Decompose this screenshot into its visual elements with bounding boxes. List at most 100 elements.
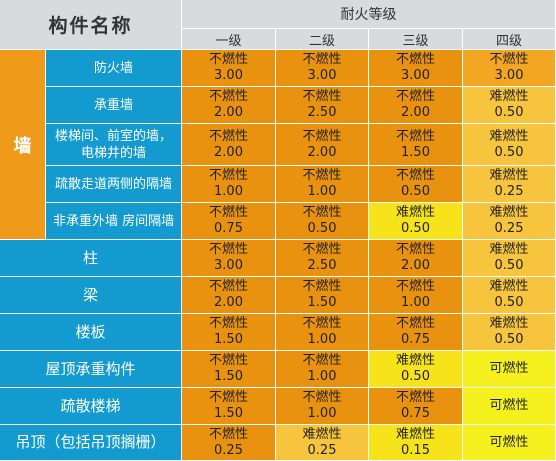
header-grade-4: 四级 — [463, 29, 556, 50]
material-label: 难燃性 — [489, 89, 529, 104]
material-label: 不燃性 — [209, 353, 249, 368]
duration-value: 0.25 — [307, 442, 337, 458]
row-label: 疏散楼梯 — [0, 388, 183, 425]
row-label: 承重墙 — [46, 87, 183, 124]
material-label: 不燃性 — [209, 89, 249, 104]
duration-value: 1.50 — [214, 332, 243, 347]
rating-cell: 难燃性 0.25 — [276, 425, 370, 461]
group-label-wall: 墙 — [0, 50, 46, 240]
material-label: 不燃性 — [396, 390, 436, 405]
material-label: 不燃性 — [489, 52, 529, 67]
duration-value: 1.00 — [307, 369, 337, 384]
material-label: 不燃性 — [209, 205, 249, 220]
duration-value: 0.25 — [214, 442, 243, 458]
duration-value: 2.00 — [214, 295, 243, 310]
material-label: 难燃性 — [489, 205, 529, 220]
header-grade-3: 三级 — [369, 29, 464, 50]
duration-value: 0.50 — [401, 184, 430, 199]
rating-cell: 难燃性 0.50 — [463, 240, 556, 277]
duration-value: 0.25 — [494, 184, 524, 199]
rating-cell: 可燃性 — [463, 351, 556, 388]
material-label: 难燃性 — [396, 353, 436, 368]
duration-value: 0.50 — [401, 221, 430, 236]
duration-value: 2.00 — [401, 105, 430, 120]
row-label: 梁 — [0, 277, 183, 314]
row-label: 非承重外墙 房间隔墙 — [46, 203, 183, 240]
rating-cell: 不燃性 2.00 — [369, 240, 464, 277]
material-label: 不燃性 — [396, 279, 436, 294]
rating-cell: 不燃性 2.50 — [276, 240, 370, 277]
rating-cell: 难燃性 0.50 — [463, 314, 556, 351]
material-label: 不燃性 — [302, 353, 342, 368]
duration-value: 0.25 — [494, 221, 524, 236]
material-label: 不燃性 — [302, 52, 342, 67]
duration-value: 3.00 — [214, 258, 243, 273]
row-label: 楼梯间、前室的墙，电梯井的墙 — [46, 124, 183, 166]
rating-cell: 不燃性 2.50 — [276, 87, 370, 124]
material-label: 可燃性 — [489, 398, 529, 413]
rating-cell: 不燃性 1.00 — [276, 314, 370, 351]
rating-cell: 不燃性 1.00 — [369, 277, 464, 314]
material-label: 难燃性 — [489, 128, 529, 144]
material-label: 可燃性 — [489, 361, 529, 376]
row-label: 楼板 — [0, 314, 183, 351]
rating-cell: 不燃性 1.00 — [276, 166, 370, 203]
material-label: 不燃性 — [302, 205, 342, 220]
row-label: 防火墙 — [46, 50, 183, 87]
duration-value: 0.50 — [401, 369, 430, 384]
duration-value: 1.00 — [307, 406, 337, 421]
row-label: 柱 — [0, 240, 183, 277]
rating-cell: 不燃性 2.00 — [182, 87, 277, 124]
rating-cell: 不燃性 2.00 — [182, 277, 277, 314]
row-label: 疏散走道两侧的隔墙 — [46, 166, 183, 203]
material-label: 不燃性 — [396, 128, 436, 144]
material-label: 不燃性 — [396, 242, 436, 257]
material-label: 不燃性 — [302, 390, 342, 405]
material-label: 不燃性 — [302, 279, 342, 294]
material-label: 不燃性 — [302, 168, 342, 183]
duration-value: 0.75 — [401, 406, 430, 421]
material-label: 不燃性 — [209, 242, 249, 257]
table-row: 楼梯间、前室的墙，电梯井的墙 不燃性 2.00 不燃性 2.00 不燃性 1.50 难燃性 0.… — [0, 124, 556, 166]
duration-value: 2.00 — [401, 258, 430, 273]
row-label: 屋顶承重构件 — [0, 351, 183, 388]
material-label: 难燃性 — [489, 242, 529, 257]
rating-cell: 不燃性 1.50 — [276, 277, 370, 314]
rating-cell: 不燃性 1.00 — [276, 388, 370, 425]
rating-cell: 不燃性 1.50 — [182, 314, 277, 351]
duration-value: 2.50 — [307, 258, 337, 273]
material-label: 不燃性 — [209, 316, 249, 331]
material-label: 不燃性 — [396, 52, 436, 67]
duration-value: 3.00 — [307, 68, 337, 83]
duration-value: 3.00 — [401, 68, 430, 83]
duration-value: 1.00 — [401, 295, 430, 310]
rating-cell: 难燃性 0.50 — [463, 124, 556, 166]
material-label: 不燃性 — [209, 426, 249, 442]
material-label: 不燃性 — [209, 279, 249, 294]
rating-cell: 不燃性 3.00 — [182, 50, 277, 87]
duration-value: 2.00 — [307, 144, 337, 160]
table-row: 吊顶（包括吊顶搁栅） 不燃性 0.25 难燃性 0.25 难燃性 0.15 可燃性 — [0, 425, 556, 461]
duration-value: 1.00 — [307, 332, 337, 347]
duration-value: 3.00 — [494, 68, 524, 83]
rating-cell: 不燃性 0.75 — [369, 314, 464, 351]
rating-cell: 不燃性 2.00 — [276, 124, 370, 166]
material-label: 不燃性 — [396, 89, 436, 104]
rating-cell: 不燃性 3.00 — [276, 50, 370, 87]
rating-cell: 难燃性 0.15 — [369, 425, 464, 461]
table-row: 梁不燃性 2.00 不燃性 1.50 不燃性 1.00 难燃性 0.50 — [0, 277, 556, 314]
duration-value: 0.50 — [494, 105, 524, 120]
table-row: 疏散走道两侧的隔墙 不燃性 1.00 不燃性 1.00 不燃性 0.50 难燃性 0.25 — [0, 166, 556, 203]
rating-cell: 不燃性 2.00 — [369, 87, 464, 124]
rating-cell: 不燃性 1.50 — [369, 124, 464, 166]
material-label: 难燃性 — [396, 205, 436, 220]
header-fire-rating: 耐火等级 — [182, 0, 556, 29]
material-label: 不燃性 — [302, 89, 342, 104]
rating-cell: 不燃性 3.00 — [369, 50, 464, 87]
header-component-name: 构件名称 — [0, 0, 183, 50]
table-row: 墙防火墙 不燃性 3.00 不燃性 3.00 不燃性 3.00 不燃性 3.00 — [0, 50, 556, 240]
material-label: 不燃性 — [302, 128, 342, 144]
rating-cell: 不燃性 1.50 — [182, 351, 277, 388]
duration-value: 0.75 — [401, 332, 430, 347]
